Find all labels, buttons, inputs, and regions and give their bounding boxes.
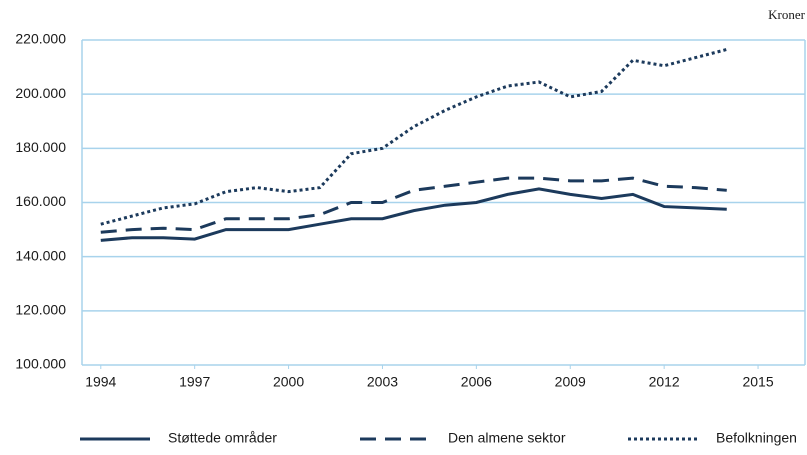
x-tick-label: 2015 — [742, 374, 773, 390]
x-tick-label: 2000 — [273, 374, 304, 390]
legend-label: Støttede områder — [168, 430, 277, 446]
x-tick-label: 2003 — [367, 374, 398, 390]
y-tick-label: 200.000 — [15, 85, 66, 101]
legend-label: Befolkningen — [716, 430, 797, 446]
line — [100, 48, 728, 226]
x-tick-label: 1994 — [85, 374, 116, 390]
y-tick-label: 160.000 — [15, 193, 66, 209]
legend-label: Den almene sektor — [448, 430, 566, 446]
y-tick-label: 140.000 — [15, 247, 66, 263]
x-tick-label: 2006 — [461, 374, 492, 390]
y-tick-label: 100.000 — [15, 356, 66, 372]
unit-label: Kroner — [768, 7, 805, 22]
y-tick-label: 120.000 — [15, 302, 66, 318]
y-tick-label: 220.000 — [15, 31, 66, 47]
line — [100, 187, 727, 242]
x-tick-label: 2009 — [555, 374, 586, 390]
line — [100, 176, 727, 234]
x-tick-label: 2012 — [649, 374, 680, 390]
y-tick-label: 180.000 — [15, 139, 66, 155]
x-tick-label: 1997 — [179, 374, 210, 390]
